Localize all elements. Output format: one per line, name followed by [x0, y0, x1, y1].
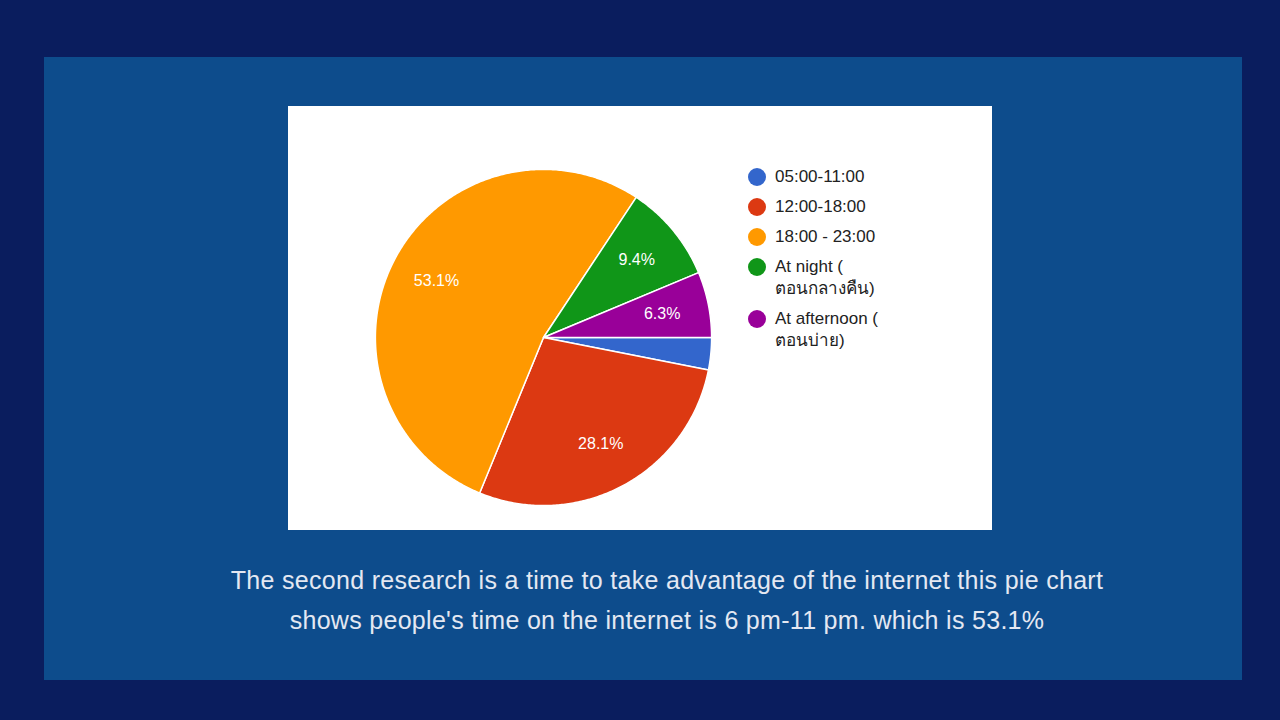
html-text:ตอนกลางคืน): ตอนกลางคืน) — [775, 279, 875, 298]
svg-text:53.1%: 53.1% — [414, 272, 459, 289]
html-text:18:00 - 23:00: 18:00 - 23:00 — [775, 227, 876, 246]
svg-text:9.4%: 9.4% — [619, 251, 655, 268]
html-text:12:00-18:00: 12:00-18:00 — [775, 197, 866, 216]
html-text:At night (: At night ( — [775, 257, 843, 276]
svg-text:28.1%: 28.1% — [578, 435, 623, 452]
svg-text:6.3%: 6.3% — [644, 305, 680, 322]
html-text:05:00-11:00: 05:00-11:00 — [775, 167, 865, 186]
html-text:ตอนบ่าย): ตอนบ่าย) — [775, 331, 845, 350]
html-text:The second research is a time: The second research is a time to take ad… — [230, 566, 1104, 634]
html-text:At afternoon (: At afternoon ( — [775, 309, 878, 328]
